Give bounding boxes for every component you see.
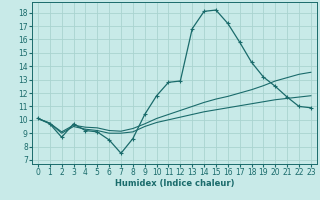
- X-axis label: Humidex (Indice chaleur): Humidex (Indice chaleur): [115, 179, 234, 188]
